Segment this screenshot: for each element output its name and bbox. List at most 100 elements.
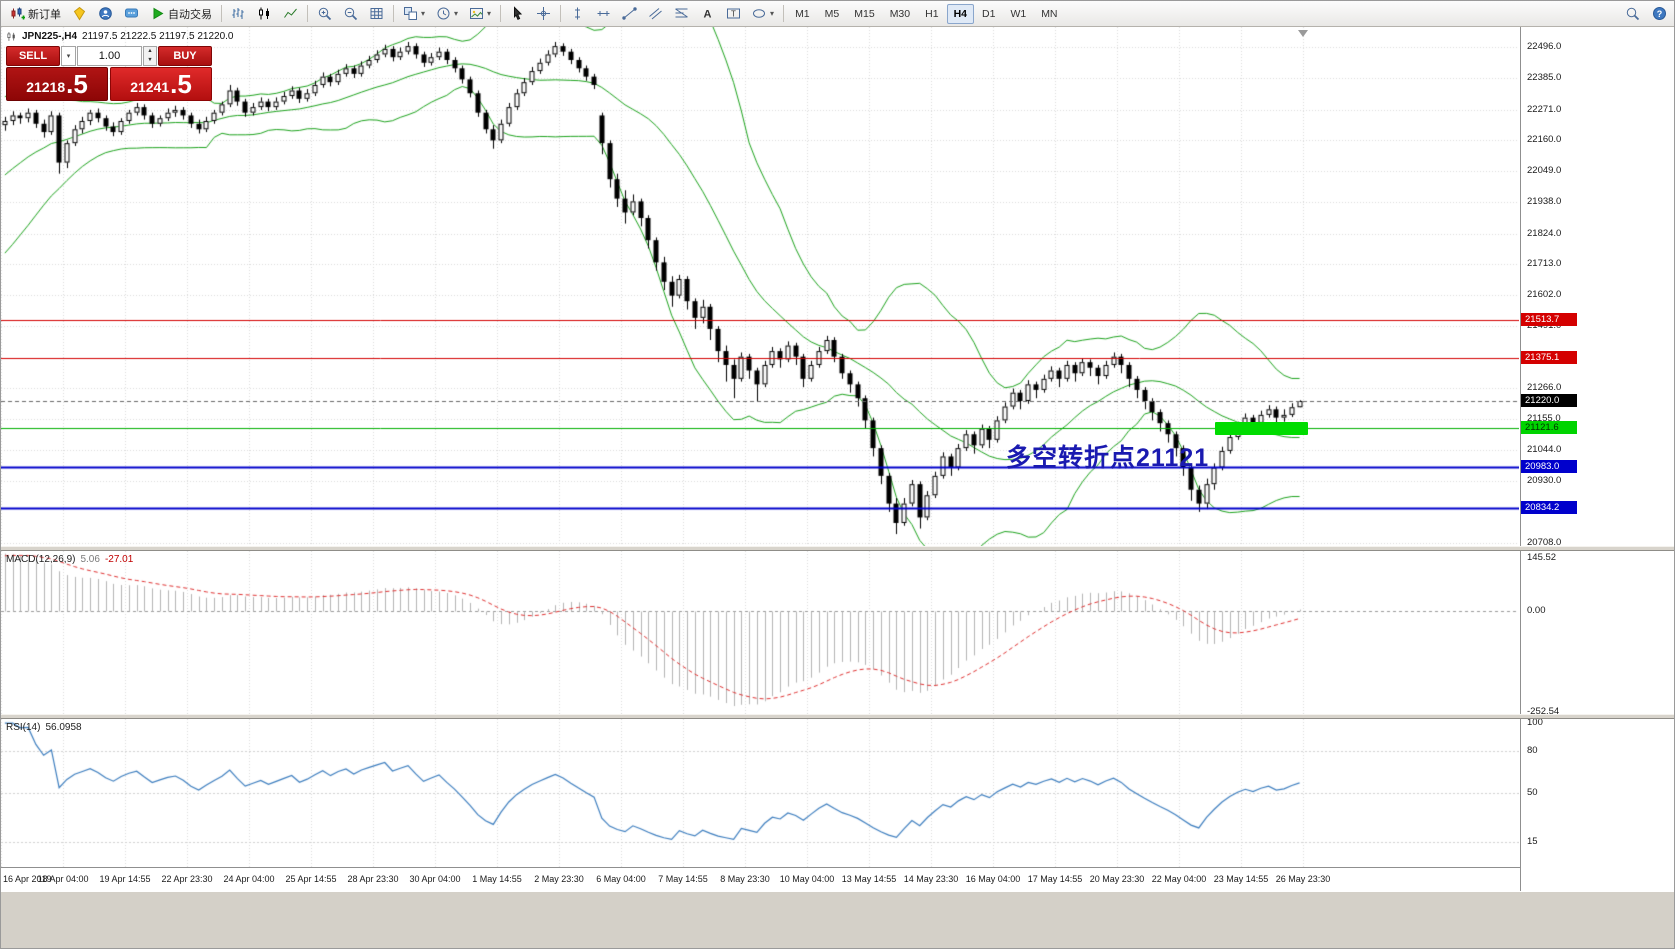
cursor-button[interactable] [505, 3, 530, 25]
horizontal-line-button[interactable] [591, 3, 616, 25]
grid-button[interactable] [364, 3, 389, 25]
window-bottom-area [1, 891, 1674, 948]
trendline-icon [622, 7, 637, 20]
sell-button[interactable]: SELL [6, 46, 60, 66]
price-line-badge: 20983.0 [1521, 460, 1577, 473]
timeframe-button-MN[interactable]: MN [1041, 7, 1058, 20]
buy-price-pips: .5 [170, 69, 192, 99]
mql5-community-button[interactable] [93, 3, 118, 25]
autotrading-button[interactable]: 自动交易 [145, 3, 217, 25]
timeframe-button-M1[interactable]: M1 [795, 7, 810, 20]
price-axis[interactable]: 22496.0 22385.0 22271.0 22160.0 22049.0 21938… [1520, 27, 1674, 891]
tile-windows-button[interactable]: ▾ [398, 3, 430, 25]
macd-pane-canvas[interactable] [1, 551, 1519, 714]
buy-button[interactable]: BUY [158, 46, 212, 66]
time-axis-label: 6 May 04:00 [596, 874, 646, 884]
pane-splitter[interactable] [1, 714, 1674, 719]
time-axis-label: 20 May 23:30 [1089, 874, 1145, 884]
price-line-badge: 21121.6 [1521, 421, 1577, 434]
line-chart-mode-button[interactable] [278, 3, 303, 25]
volume-down-button[interactable]: ▼ [147, 56, 153, 63]
svg-text:?: ? [1657, 9, 1663, 19]
timeframe-button-M5[interactable]: M5 [824, 7, 840, 20]
help-icon: ? [1653, 7, 1666, 20]
timeframe-button-M15[interactable]: M15 [854, 7, 875, 20]
help-button[interactable]: ? [1647, 3, 1672, 25]
play-icon [153, 7, 164, 20]
candlestick-icon [259, 7, 269, 20]
clock-icon [437, 7, 450, 20]
timeframe-button-H1[interactable]: H1 [925, 7, 939, 20]
time-axis-label: 28 Apr 23:30 [347, 874, 399, 884]
volume-spinner: ▲ ▼ [143, 46, 157, 66]
timeframe-button-H4[interactable]: H4 [946, 3, 974, 24]
price-tick-label: 21266.0 [1527, 382, 1562, 393]
time-axis-label: 19 Apr 14:55 [99, 874, 151, 884]
timeframe-button-W1[interactable]: W1 [1010, 7, 1027, 20]
crosshair-button[interactable] [531, 3, 556, 25]
volume-up-button[interactable]: ▲ [147, 47, 153, 54]
ellipse-shape-icon [753, 9, 766, 18]
time-axis-label: 7 May 14:55 [658, 874, 708, 884]
buy-price-panel[interactable]: 21241 .5 [110, 67, 212, 101]
macd-value: 5.06 [80, 554, 100, 565]
shapes-button[interactable]: ▾ [747, 3, 779, 25]
chat-button[interactable] [119, 3, 144, 25]
time-axis-label: 10 May 04:00 [779, 874, 835, 884]
rsi-tick-label: 50 [1527, 787, 1538, 798]
svg-text:T: T [731, 10, 736, 19]
fibonacci-button[interactable] [669, 3, 694, 25]
line-chart-icon [284, 8, 297, 18]
price-tick-label: 22160.0 [1527, 134, 1562, 145]
time-axis-label: 26 May 23:30 [1275, 874, 1331, 884]
price-tick-label: 22271.0 [1527, 104, 1562, 115]
sell-options-caret[interactable]: ▾ [61, 46, 76, 66]
time-axis-label: 17 May 14:55 [1027, 874, 1083, 884]
time-axis-label: 24 Apr 04:00 [223, 874, 275, 884]
tile-windows-icon [404, 7, 417, 20]
pane-splitter[interactable] [1, 546, 1674, 551]
time-axis-label: 23 May 14:55 [1213, 874, 1269, 884]
price-line-badge: 20834.2 [1521, 501, 1577, 514]
zoom-out-button[interactable] [338, 3, 363, 25]
price-tick-label: 20930.0 [1527, 475, 1562, 486]
sell-price-panel[interactable]: 21218 .5 [6, 67, 108, 101]
label-tool-button[interactable]: T [721, 3, 746, 25]
crosshair-icon [537, 7, 551, 20]
price-tick-label: 21713.0 [1527, 258, 1562, 269]
trendline-button[interactable] [617, 3, 642, 25]
chart-symbol-period: JPN225-,H4 [22, 31, 78, 42]
svg-text:A: A [704, 9, 712, 21]
timeframe-button-M30[interactable]: M30 [889, 7, 911, 20]
new-order-button[interactable]: 新订单 [5, 3, 66, 25]
mql5-market-button[interactable] [67, 3, 92, 25]
candlestick-mode-button[interactable] [252, 3, 277, 25]
zoom-in-button[interactable] [312, 3, 337, 25]
bar-chart-mode-button[interactable] [226, 3, 251, 25]
toolbar-separator [560, 5, 562, 22]
toolbar-separator [783, 5, 785, 22]
vertical-line-button[interactable] [565, 3, 590, 25]
person-icon [99, 7, 112, 20]
search-button[interactable] [1620, 3, 1645, 25]
main-chart-canvas[interactable] [1, 27, 1519, 546]
chart-window-icon [7, 32, 15, 41]
rsi-pane-canvas[interactable] [1, 719, 1519, 867]
period-button[interactable]: ▾ [431, 3, 463, 25]
time-axis-label: 30 Apr 04:00 [409, 874, 461, 884]
macd-signal-value: -27.01 [104, 554, 134, 565]
timeframe-button-D1[interactable]: D1 [982, 7, 996, 20]
volume-input[interactable] [77, 46, 142, 66]
channel-button[interactable] [643, 3, 668, 25]
text-tool-button[interactable]: A [695, 3, 720, 25]
macd-tick-label: 145.52 [1527, 552, 1557, 563]
chart-shift-marker[interactable] [1298, 30, 1308, 37]
zoom-out-icon [344, 7, 358, 21]
sell-price: 21218 [26, 79, 66, 95]
toolbar-separator [500, 5, 502, 22]
time-axis[interactable]: 16 Apr 2019 18 Apr 04:00 19 Apr 14:55 22 Ap… [1, 867, 1520, 891]
template-button[interactable]: ▾ [464, 3, 496, 25]
green-highlight-segment[interactable] [1215, 422, 1308, 435]
time-axis-label: 14 May 23:30 [903, 874, 959, 884]
